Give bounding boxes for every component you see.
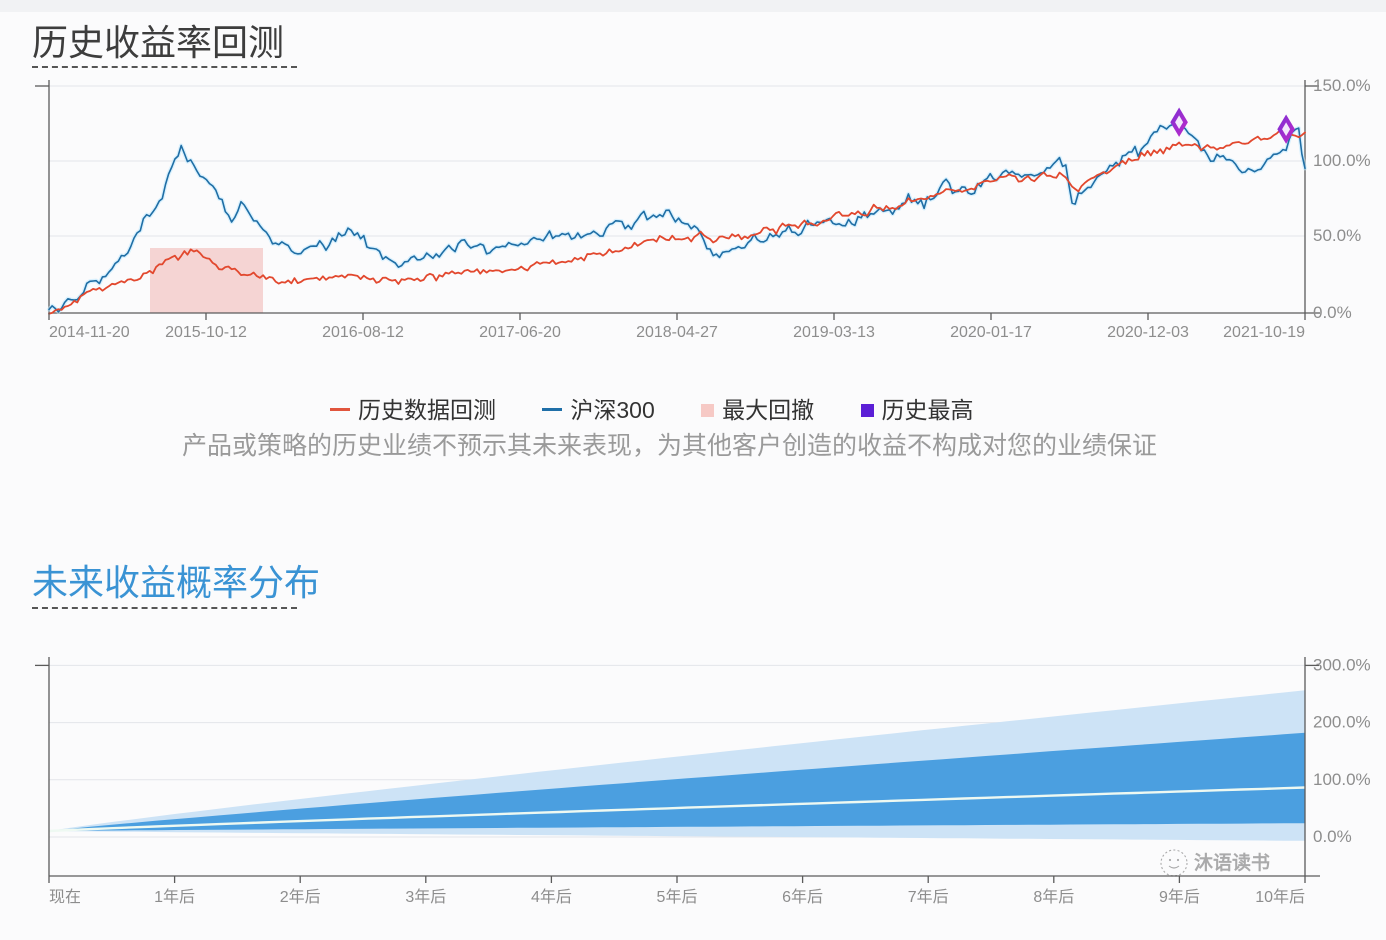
svg-text:2018-04-27: 2018-04-27 <box>636 324 718 341</box>
svg-text:6年后: 6年后 <box>782 888 823 906</box>
svg-text:200.0%: 200.0% <box>1313 713 1371 732</box>
svg-text:300.0%: 300.0% <box>1313 655 1371 674</box>
svg-text:100.0%: 100.0% <box>1313 770 1371 789</box>
svg-text:100.0%: 100.0% <box>1313 151 1371 170</box>
svg-text:0.0%: 0.0% <box>1313 827 1352 846</box>
svg-text:现在: 现在 <box>49 888 81 906</box>
svg-text:8年后: 8年后 <box>1033 888 1074 906</box>
svg-text:9年后: 9年后 <box>1159 888 1200 906</box>
svg-text:2年后: 2年后 <box>280 888 321 906</box>
svg-text:1年后: 1年后 <box>154 888 195 906</box>
svg-text:2017-06-20: 2017-06-20 <box>479 324 561 341</box>
svg-text:4年后: 4年后 <box>531 888 572 906</box>
svg-text:50.0%: 50.0% <box>1313 226 1361 245</box>
svg-text:沐语读书: 沐语读书 <box>1194 851 1270 874</box>
svg-text:2019-03-13: 2019-03-13 <box>793 324 875 341</box>
svg-text:2020-01-17: 2020-01-17 <box>950 324 1032 341</box>
svg-text:2021-10-19: 2021-10-19 <box>1223 324 1305 341</box>
svg-text:150.0%: 150.0% <box>1313 76 1371 95</box>
svg-text:2015-10-12: 2015-10-12 <box>165 324 247 341</box>
svg-text:7年后: 7年后 <box>908 888 949 906</box>
svg-text:10年后: 10年后 <box>1255 888 1305 906</box>
svg-text:5年后: 5年后 <box>657 888 698 906</box>
svg-text:2014-11-20: 2014-11-20 <box>49 324 130 341</box>
svg-text:3年后: 3年后 <box>405 888 446 906</box>
svg-text:2016-08-12: 2016-08-12 <box>322 324 404 341</box>
svg-text:2020-12-03: 2020-12-03 <box>1107 324 1189 341</box>
svg-text:0.0%: 0.0% <box>1313 303 1352 322</box>
